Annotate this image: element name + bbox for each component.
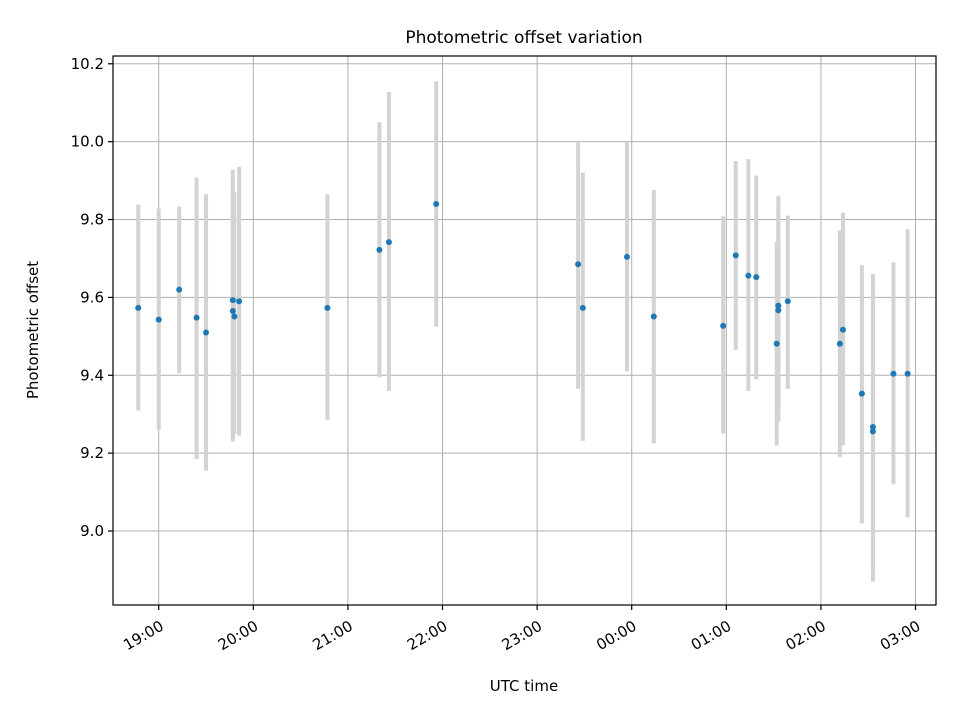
data-point [575, 261, 582, 268]
data-point [869, 428, 876, 435]
data-point [236, 298, 243, 305]
grid [113, 56, 936, 605]
data-point [890, 370, 897, 377]
y-tick-label: 10.0 [71, 133, 104, 151]
data-point [869, 424, 876, 431]
data-point [836, 340, 843, 347]
data-point [775, 302, 782, 309]
data-point [324, 304, 331, 311]
y-tick-label: 10.2 [71, 55, 104, 73]
y-tick-label: 9.4 [80, 366, 104, 384]
data-point [753, 274, 760, 281]
data-point [720, 322, 727, 329]
data-point [858, 390, 865, 397]
y-axis-label: Photometric offset [24, 261, 42, 399]
y-tick-label: 9.0 [80, 522, 104, 540]
y-tick-label: 9.2 [80, 444, 104, 462]
data-point [650, 313, 657, 320]
data-point [904, 370, 911, 377]
data-points [135, 200, 911, 435]
data-point [579, 304, 586, 311]
y-tick-label: 9.8 [80, 211, 104, 229]
data-point [433, 200, 440, 207]
data-point [775, 307, 782, 314]
plot-frame [112, 55, 937, 606]
data-point [773, 340, 780, 347]
data-point [203, 329, 210, 336]
data-point [155, 316, 162, 323]
data-point [229, 308, 236, 315]
data-point [229, 297, 236, 304]
data-point [176, 286, 183, 293]
x-axis-label: UTC time [490, 677, 558, 695]
data-point [135, 304, 142, 311]
data-point [385, 239, 392, 246]
data-point [745, 272, 752, 279]
data-point [839, 326, 846, 333]
y-tick-label: 9.6 [80, 288, 104, 306]
data-point [193, 314, 200, 321]
chart-title: Photometric offset variation [405, 28, 642, 48]
data-point [784, 298, 791, 305]
data-point [376, 246, 383, 253]
data-point [231, 313, 238, 320]
data-point [623, 253, 630, 260]
data-point [732, 252, 739, 259]
